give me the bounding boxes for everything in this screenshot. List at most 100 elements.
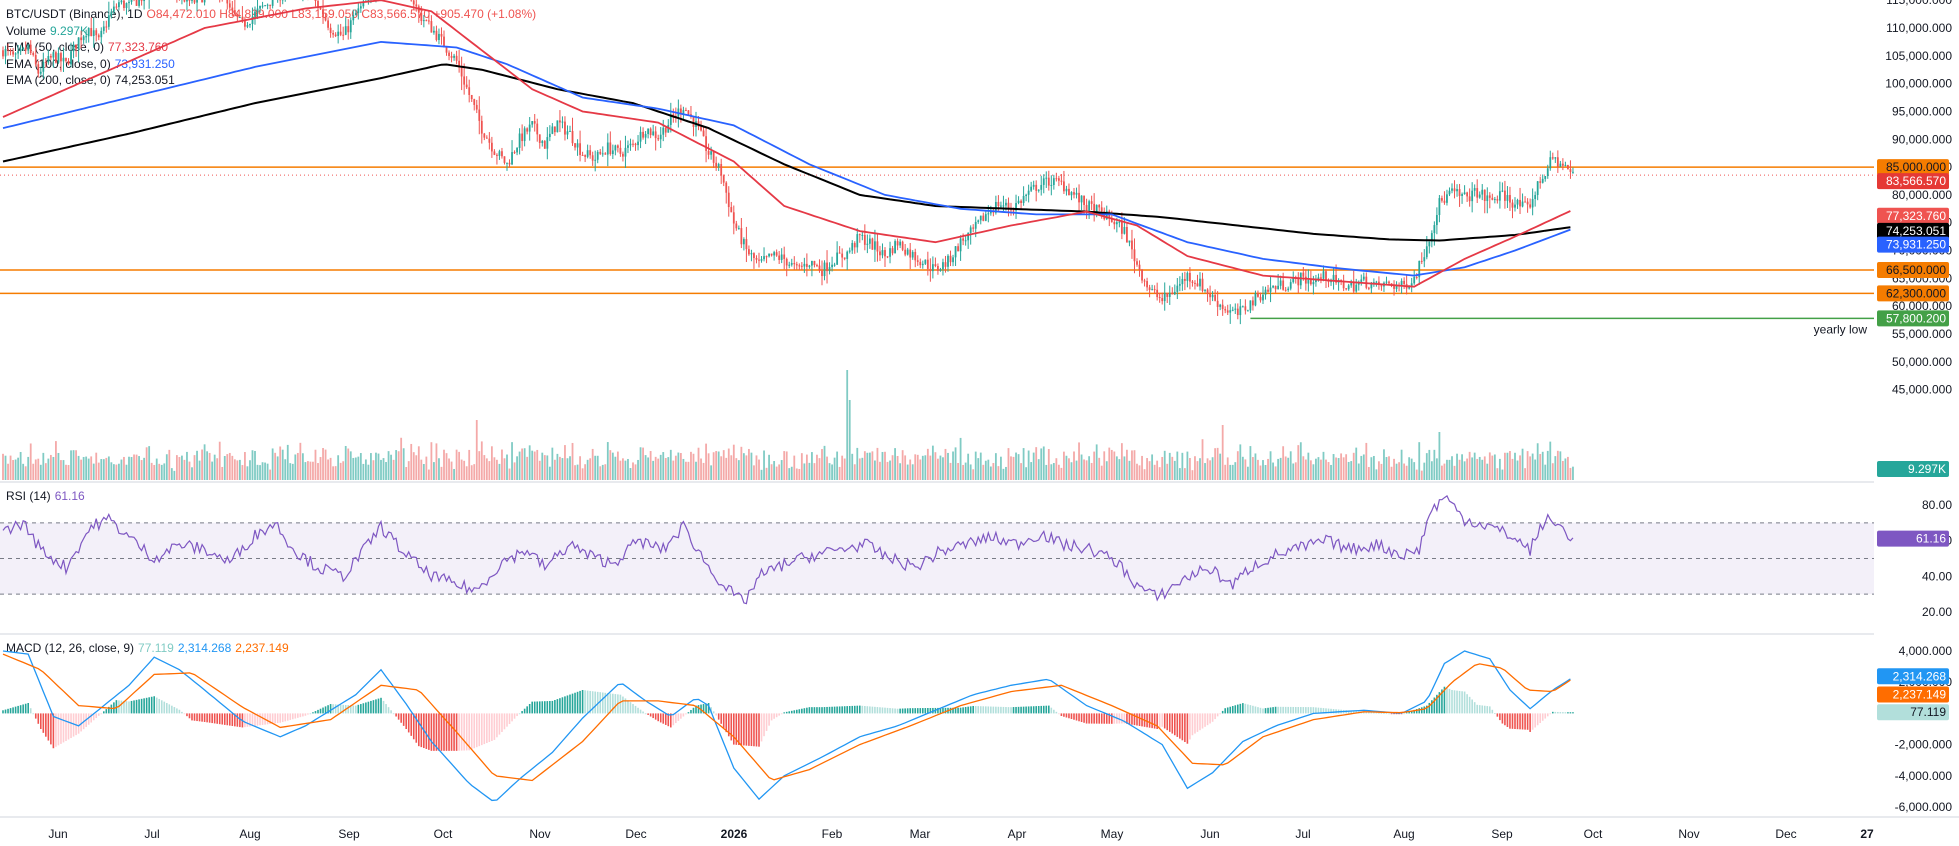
volume-bar bbox=[1073, 451, 1075, 480]
candle-body bbox=[1529, 204, 1532, 208]
volume-bar bbox=[153, 464, 156, 480]
legend-ema200-row[interactable]: EMA (200, close, 0) 74,253.051 bbox=[6, 72, 540, 89]
rsi-legend[interactable]: RSI (14) 61.16 bbox=[6, 489, 89, 503]
svg-text:77,323.760: 77,323.760 bbox=[1886, 209, 1946, 223]
candle-body bbox=[790, 263, 793, 265]
volume-bar bbox=[488, 461, 491, 480]
macd-axis-tick: 4,000.000 bbox=[1899, 644, 1953, 658]
macd-histogram-bar bbox=[1000, 706, 1002, 714]
volume-bar bbox=[1551, 463, 1554, 480]
volume-bar bbox=[435, 443, 438, 480]
candle-body bbox=[183, 0, 186, 2]
volume-bar bbox=[438, 458, 440, 480]
candle-body bbox=[1005, 202, 1007, 206]
macd-histogram-bar bbox=[1073, 713, 1075, 720]
candle-body bbox=[420, 12, 423, 22]
candle-body bbox=[1007, 202, 1010, 210]
candle-body bbox=[4, 49, 7, 57]
candle-body bbox=[1037, 189, 1040, 191]
price-axis-tick: 55,000.000 bbox=[1892, 327, 1952, 341]
macd-histogram-bar bbox=[415, 713, 418, 743]
volume-bar bbox=[291, 463, 294, 480]
volume-bar bbox=[858, 458, 861, 480]
volume-bar bbox=[498, 463, 501, 480]
macd-histogram-bar bbox=[523, 708, 526, 714]
macd-histogram-bar bbox=[798, 709, 801, 714]
volume-bar bbox=[57, 452, 60, 480]
volume-bar bbox=[1183, 468, 1186, 480]
volume-bar bbox=[128, 456, 130, 480]
macd-histogram-bar bbox=[42, 713, 45, 733]
candle-body bbox=[1438, 198, 1441, 216]
macd-histogram-bar bbox=[463, 713, 465, 751]
volume-bar bbox=[1299, 442, 1302, 480]
macd-histogram-bar bbox=[176, 708, 178, 714]
volume-bar bbox=[221, 466, 224, 480]
volume-bar bbox=[639, 447, 642, 480]
macd-histogram-bar bbox=[942, 707, 944, 714]
volume-bar bbox=[770, 464, 773, 480]
candle-body bbox=[868, 238, 871, 244]
candle-body bbox=[1050, 184, 1053, 186]
volume-bar bbox=[72, 450, 75, 480]
volume-bar bbox=[521, 448, 524, 480]
macd-histogram-bar bbox=[375, 699, 377, 714]
candle-body bbox=[1083, 195, 1085, 205]
volume-bar bbox=[387, 451, 390, 480]
candle-body bbox=[1362, 276, 1365, 280]
candle-body bbox=[1380, 284, 1383, 287]
macd-histogram-bar bbox=[949, 707, 952, 714]
volume-bar bbox=[254, 450, 256, 480]
macd-histogram-bar bbox=[1509, 713, 1511, 729]
macd-histogram-bar bbox=[158, 698, 161, 714]
volume-bar bbox=[853, 464, 856, 480]
volume-bar bbox=[763, 450, 765, 480]
volume-bar bbox=[191, 467, 193, 480]
macd-histogram-bar bbox=[866, 706, 869, 714]
volume-bar bbox=[677, 452, 680, 480]
candle-body bbox=[937, 266, 939, 271]
legend-volume-row[interactable]: Volume 9.297K bbox=[6, 23, 540, 40]
candle-body bbox=[526, 128, 529, 132]
candle-body bbox=[1476, 188, 1479, 198]
macd-histogram-bar bbox=[1451, 690, 1453, 714]
price-axis-tick: 100,000.000 bbox=[1885, 77, 1952, 91]
macd-histogram-bar bbox=[627, 700, 629, 714]
volume-bar bbox=[1020, 463, 1022, 480]
volume-bar bbox=[1360, 455, 1363, 480]
macd-histogram-bar bbox=[274, 713, 276, 724]
volume-bar bbox=[1413, 462, 1416, 480]
candle-body bbox=[1441, 198, 1443, 201]
volume-bar bbox=[1514, 452, 1516, 480]
candle-body bbox=[29, 44, 32, 53]
macd-histogram-bar bbox=[72, 713, 75, 737]
volume-bar bbox=[934, 452, 937, 480]
macd-histogram-bar bbox=[1559, 712, 1562, 714]
candle-body bbox=[1025, 194, 1028, 196]
volume-bar bbox=[1327, 462, 1330, 480]
volume-bar bbox=[246, 466, 249, 480]
candle-body bbox=[899, 241, 902, 246]
macd-legend[interactable]: MACD (12, 26, close, 9) 77.119 2,314.268 2,… bbox=[6, 641, 293, 655]
candle-body bbox=[196, 0, 198, 3]
candle-body bbox=[319, 7, 322, 10]
candle-body bbox=[1047, 177, 1050, 186]
macd-histogram-bar bbox=[221, 713, 224, 725]
candle-body bbox=[1239, 306, 1242, 316]
volume-bar bbox=[753, 465, 755, 480]
macd-histogram-bar bbox=[1171, 713, 1174, 734]
macd-histogram-bar bbox=[1012, 707, 1015, 714]
volume-bar bbox=[604, 464, 607, 480]
macd-histogram-bar bbox=[906, 708, 909, 714]
volume-bar bbox=[1521, 448, 1524, 480]
candle-body bbox=[1504, 190, 1506, 201]
volume-bar bbox=[1063, 451, 1065, 480]
volume-bar bbox=[110, 462, 113, 480]
candle-body bbox=[501, 151, 503, 157]
macd-histogram-bar bbox=[1539, 713, 1541, 724]
macd-histogram-bar bbox=[619, 694, 622, 714]
candle-body bbox=[1234, 308, 1237, 310]
candle-body bbox=[470, 94, 473, 100]
candle-body bbox=[972, 227, 975, 229]
